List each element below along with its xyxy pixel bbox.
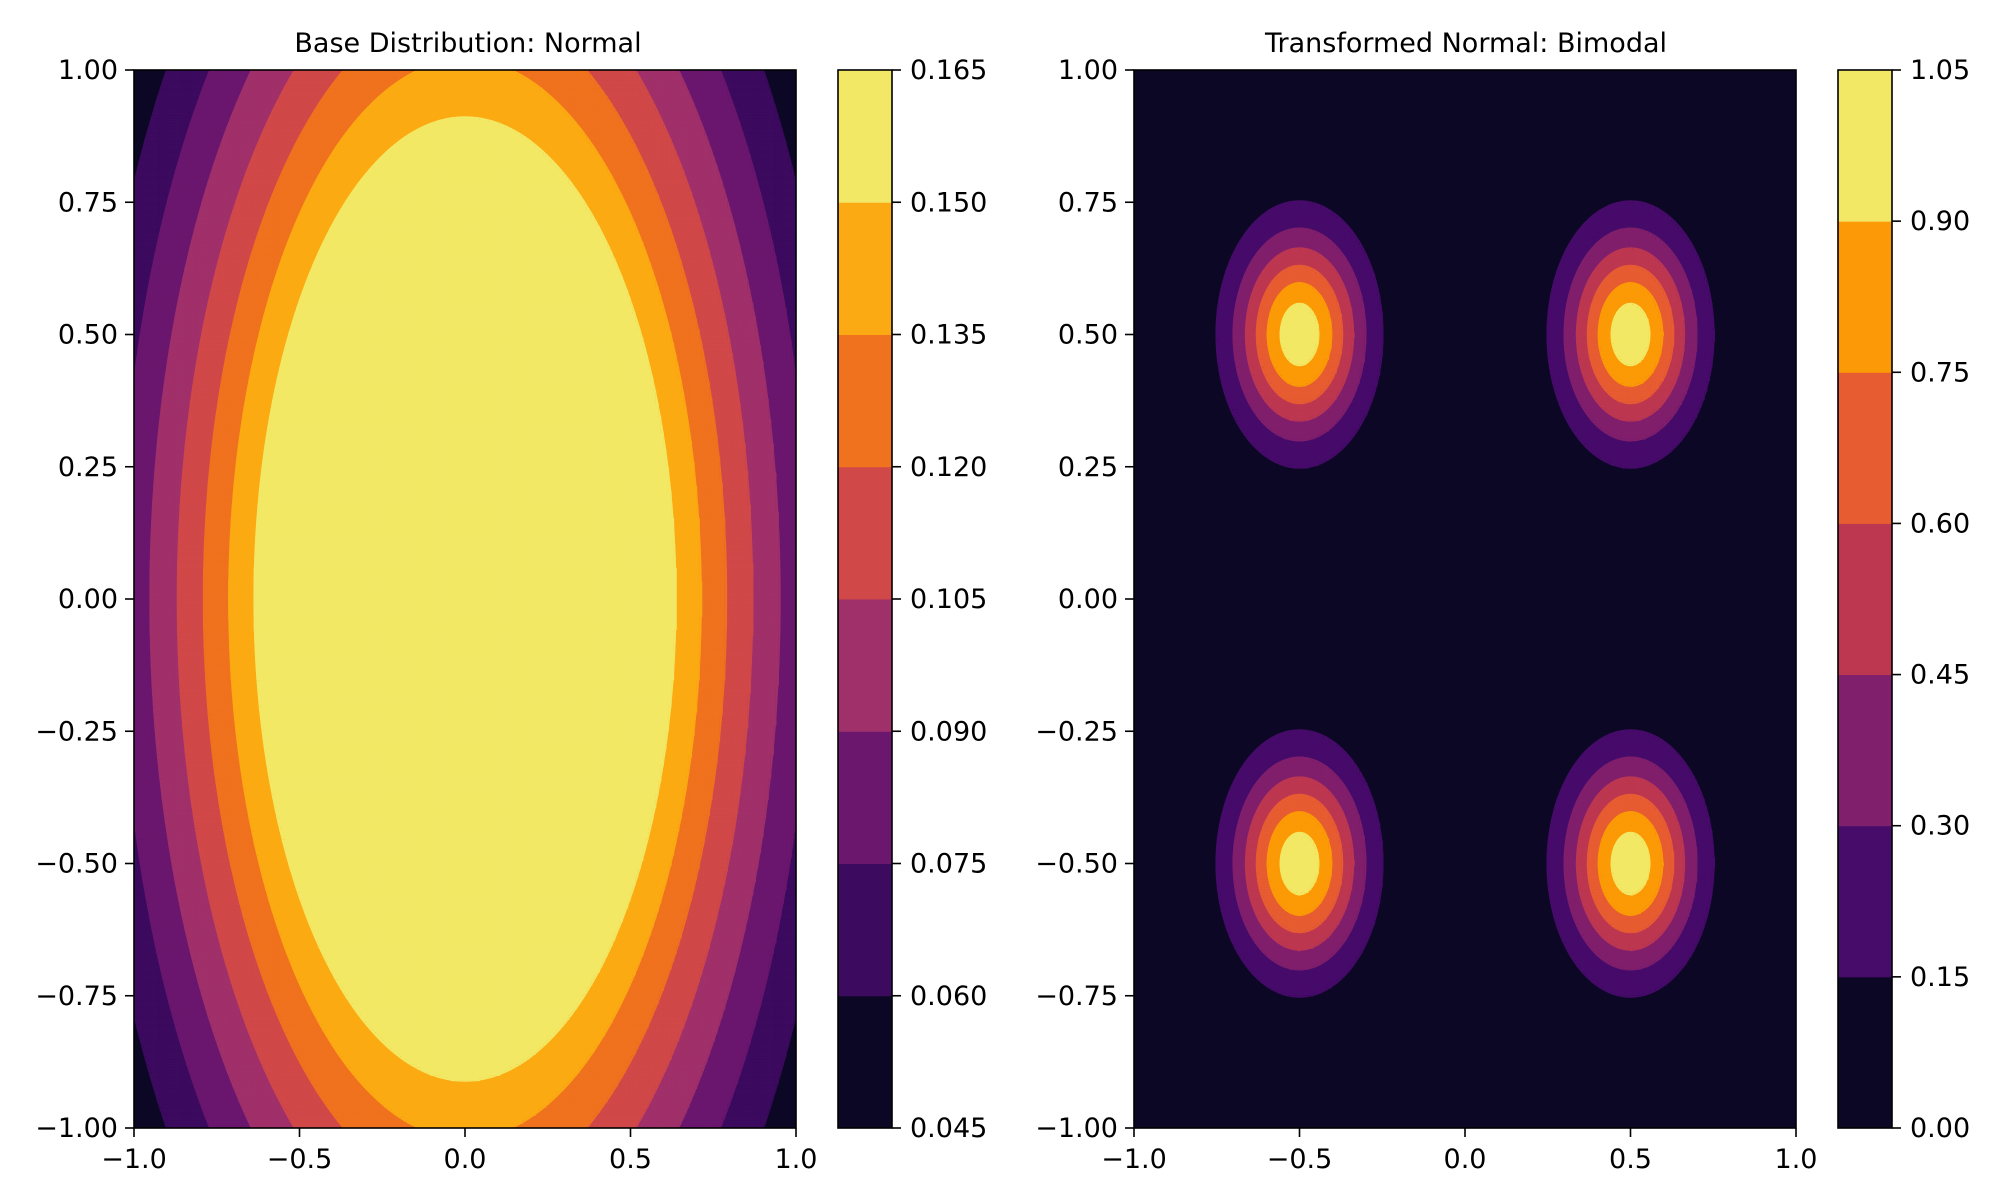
right-colorbar-swatch [1838,977,1892,1129]
left-y-tick-label: −0.75 [35,981,118,1012]
left-y-tick-label: 0.25 [58,452,118,483]
right-x-tick-label: 1.0 [1775,1144,1818,1175]
left-y-tick-label: −1.00 [35,1113,118,1144]
right-y-tick-label: −1.00 [1035,1113,1118,1144]
right-y-tick-label: −0.50 [1035,849,1118,880]
left-colorbar-tick-label: 0.060 [910,981,987,1012]
left-y-tick-label: −0.50 [35,849,118,880]
left-colorbar-tick-label: 0.165 [910,55,987,86]
right-x-tick-label: −1.0 [1101,1144,1167,1175]
right-colorbar-tick-label: 1.05 [1910,55,1970,86]
left-contour-plot [134,70,797,1129]
left-colorbar-swatch [838,864,892,997]
right-colorbar-tick-label: 0.15 [1910,962,1970,993]
left-x-tick-label: 1.0 [775,1144,818,1175]
right-x-tick-label: 0.5 [1609,1144,1652,1175]
right-x-tick-label: 0.0 [1444,1144,1487,1175]
right-colorbar-tick-label: 0.60 [1910,508,1970,539]
left-contour-band-7 [254,117,677,1082]
left-colorbar-tick-label: 0.075 [910,849,987,880]
left-colorbar-swatch [838,467,892,600]
left-x-tick-label: 0.0 [444,1144,487,1175]
right-y-tick-label: 0.75 [1058,187,1118,218]
right-y-tick-label: −0.25 [1035,716,1118,747]
left-colorbar-swatch [838,70,892,203]
right-colorbar-swatch [1838,675,1892,827]
left-colorbar-tick-label: 0.150 [910,187,987,218]
left-x-tick-label: −1.0 [101,1144,167,1175]
left-y-tick-label: 0.75 [58,187,118,218]
right-colorbar-swatch [1838,523,1892,675]
left-y-tick-label: 1.00 [58,55,118,86]
left-y-tick-label: 0.50 [58,320,118,351]
right-colorbar-tick-label: 0.75 [1910,357,1970,388]
right-colorbar-tick-label: 0.45 [1910,660,1970,691]
right-chart-title: Transformed Normal: Bimodal [1264,28,1667,59]
left-chart-title: Base Distribution: Normal [294,28,641,59]
left-colorbar-swatch [838,335,892,468]
right-y-tick-label: 0.25 [1058,452,1118,483]
left-y-tick-label: −0.25 [35,716,118,747]
left-x-tick-label: −0.5 [267,1144,333,1175]
right-contour-band-0 [1134,70,1796,1128]
right-colorbar-swatch [1838,70,1892,222]
right-colorbar-tick-label: 0.90 [1910,206,1970,237]
left-colorbar-swatch [838,996,892,1129]
right-colorbar-swatch [1838,826,1892,978]
right-y-tick-label: −0.75 [1035,981,1118,1012]
right-colorbar-swatch [1838,372,1892,524]
left-colorbar-tick-label: 0.045 [910,1113,987,1144]
left-colorbar-swatch [838,731,892,864]
right-contour-plot [1134,70,1796,1128]
left-colorbar-tick-label: 0.135 [910,320,987,351]
right-colorbar-swatch [1838,221,1892,373]
right-colorbar-tick-label: 0.30 [1910,811,1970,842]
left-colorbar-tick-label: 0.090 [910,716,987,747]
right-y-tick-label: 0.00 [1058,584,1118,615]
left-panel: Base Distribution: Normal −1.0 −0.5 0.0 0.5… [35,28,987,1175]
left-colorbar-swatch [838,599,892,732]
left-y-tick-label: 0.00 [58,584,118,615]
right-x-tick-label: −0.5 [1267,1144,1333,1175]
left-colorbar-tick-label: 0.120 [910,452,987,483]
right-y-tick-label: 0.50 [1058,320,1118,351]
right-y-tick-label: 1.00 [1058,55,1118,86]
left-colorbar-tick-label: 0.105 [910,584,987,615]
left-x-tick-label: 0.5 [609,1144,652,1175]
right-colorbar-tick-label: 0.00 [1910,1113,1970,1144]
left-colorbar-swatch [838,202,892,335]
